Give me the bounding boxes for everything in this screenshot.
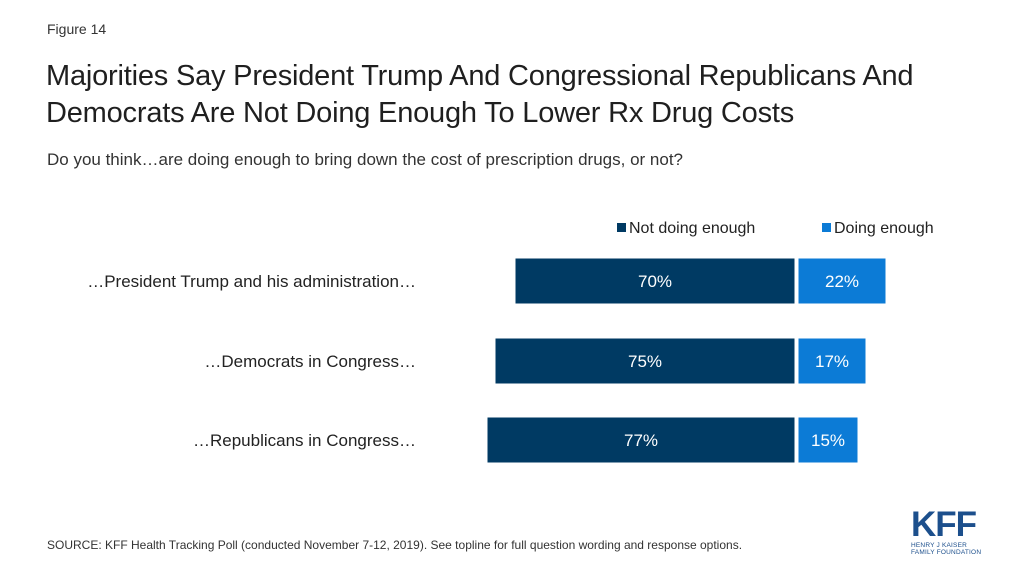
kff-logo-line2: FAMILY FOUNDATION xyxy=(911,549,982,556)
data-label-doing-enough: 15% xyxy=(811,431,845,450)
figure-label: Figure 14 xyxy=(47,21,107,37)
source-note: SOURCE: KFF Health Tracking Poll (conduc… xyxy=(47,538,743,552)
category-label: …President Trump and his administration… xyxy=(87,272,416,291)
legend-swatch xyxy=(617,223,626,232)
bar-not-doing-enough xyxy=(486,416,796,464)
bar-not-doing-enough xyxy=(494,337,796,385)
chart-subtitle: Do you think…are doing enough to bring d… xyxy=(47,150,683,169)
category-label: …Democrats in Congress… xyxy=(204,352,416,371)
kff-logo: KFF HENRY J KAISER FAMILY FOUNDATION xyxy=(911,505,991,560)
kff-logo-line1: HENRY J KAISER xyxy=(911,542,968,549)
legend-label: Doing enough xyxy=(834,220,934,237)
legend: Not doing enough Doing enough xyxy=(617,220,934,237)
bar-doing-enough xyxy=(797,416,859,464)
bar-doing-enough xyxy=(797,257,887,305)
data-label-doing-enough: 17% xyxy=(815,352,849,371)
bar-doing-enough xyxy=(797,337,867,385)
kff-logo-letters: KFF xyxy=(911,505,977,544)
chart-title: Majorities Say President Trump And Congr… xyxy=(46,60,914,129)
category-label: …Republicans in Congress… xyxy=(193,431,416,450)
data-label-not-doing-enough: 70% xyxy=(638,272,672,291)
data-label-not-doing-enough: 75% xyxy=(628,352,662,371)
plot-area: …President Trump and his administration…… xyxy=(87,257,887,464)
data-label-not-doing-enough: 77% xyxy=(624,431,658,450)
bar-not-doing-enough xyxy=(514,257,796,305)
legend-swatch xyxy=(822,223,831,232)
legend-label: Not doing enough xyxy=(629,220,755,237)
data-label-doing-enough: 22% xyxy=(825,272,859,291)
